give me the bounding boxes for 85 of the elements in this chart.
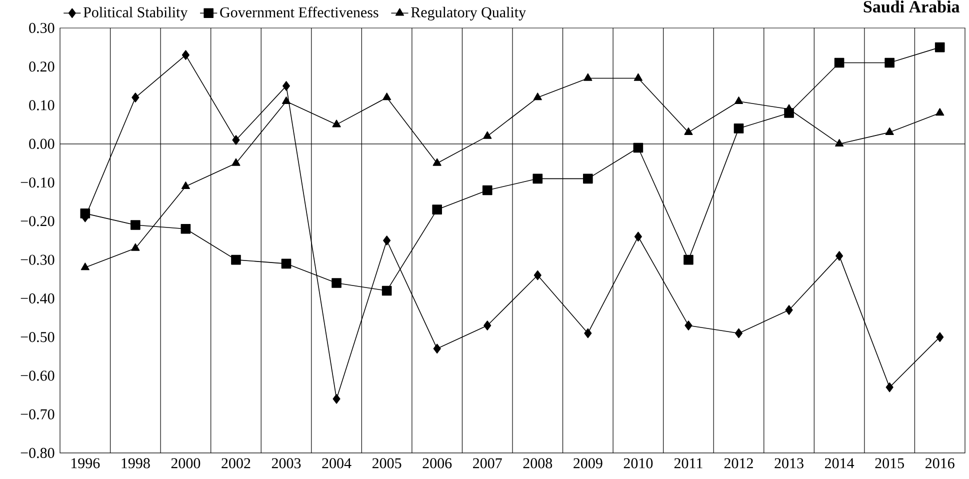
x-tick-label: 2005 (372, 458, 402, 468)
y-tick-label: −0.70 (20, 409, 54, 420)
point (433, 344, 441, 354)
point (584, 73, 592, 81)
point (934, 42, 945, 52)
x-tick-label: 2012 (724, 458, 753, 468)
point (634, 73, 642, 81)
point (885, 127, 894, 135)
x-tick-label: 2015 (875, 458, 904, 468)
point (834, 58, 844, 68)
point (432, 158, 442, 166)
point (332, 120, 341, 128)
legend-label: Government Effectiveness (220, 6, 378, 18)
point (281, 258, 292, 269)
legend-label: Regulatory Quality (411, 6, 526, 20)
point (332, 394, 340, 404)
point (734, 124, 744, 134)
point (382, 92, 392, 100)
point (80, 208, 90, 218)
point (936, 332, 944, 342)
point (181, 181, 190, 190)
x-tick-label: 2007 (473, 458, 502, 468)
point (383, 236, 391, 246)
point (382, 286, 392, 296)
point (584, 328, 592, 338)
y-tick-label: 0.10 (29, 100, 54, 110)
x-tick-label: 2010 (624, 458, 653, 468)
point (684, 254, 694, 265)
x-tick-label: 2006 (422, 458, 452, 468)
y-tick-label: −0.80 (20, 448, 54, 458)
point (332, 278, 342, 288)
point (182, 50, 190, 60)
point (835, 138, 844, 147)
point (130, 220, 140, 230)
point (232, 158, 240, 166)
x-tick-label: 2003 (272, 458, 301, 468)
point (734, 328, 743, 338)
y-tick-label: −0.20 (20, 216, 54, 226)
point (282, 81, 290, 91)
point (886, 382, 894, 392)
legend-label: Political Stability (84, 6, 188, 20)
x-tick-label: 1998 (122, 458, 150, 468)
y-tick-label: −0.30 (20, 254, 54, 265)
y-tick-label: −0.60 (20, 370, 54, 381)
point (532, 174, 543, 184)
point (432, 204, 442, 214)
point (634, 232, 642, 242)
point (785, 305, 793, 315)
point (484, 320, 492, 330)
x-tick-label: 1996 (71, 458, 100, 468)
chart-title: Saudi Arabia (864, 0, 960, 13)
y-tick-label: 0.00 (29, 138, 54, 149)
point (483, 131, 492, 139)
y-tick-label: 0.20 (29, 62, 54, 72)
x-tick-label: 2008 (523, 458, 552, 468)
y-tick-label: −0.10 (20, 177, 54, 188)
point (684, 320, 692, 330)
x-tick-label: 2000 (171, 458, 200, 468)
point (232, 135, 240, 145)
point (180, 224, 191, 234)
x-tick-label: 2011 (674, 458, 702, 468)
x-tick-label: 2016 (926, 458, 954, 468)
point (131, 243, 140, 251)
x-tick-label: 2009 (574, 458, 602, 468)
point (684, 127, 693, 135)
point (734, 96, 744, 104)
point (282, 96, 291, 104)
point (583, 174, 593, 184)
point (836, 251, 844, 261)
point (132, 92, 140, 102)
x-tick-label: 2013 (774, 458, 804, 468)
point (482, 185, 492, 196)
point (534, 270, 542, 280)
x-tick-label: 2004 (322, 458, 352, 468)
y-tick-label: 0.30 (29, 22, 54, 34)
point (533, 92, 542, 100)
y-tick-label: −0.50 (20, 332, 54, 342)
y-tick-label: −0.40 (20, 293, 54, 304)
point (80, 262, 90, 270)
point (633, 142, 644, 153)
x-tick-label: 2014 (824, 458, 854, 468)
x-tick-label: 2002 (222, 458, 250, 468)
point (231, 254, 241, 265)
point (884, 58, 894, 68)
point (936, 108, 944, 116)
